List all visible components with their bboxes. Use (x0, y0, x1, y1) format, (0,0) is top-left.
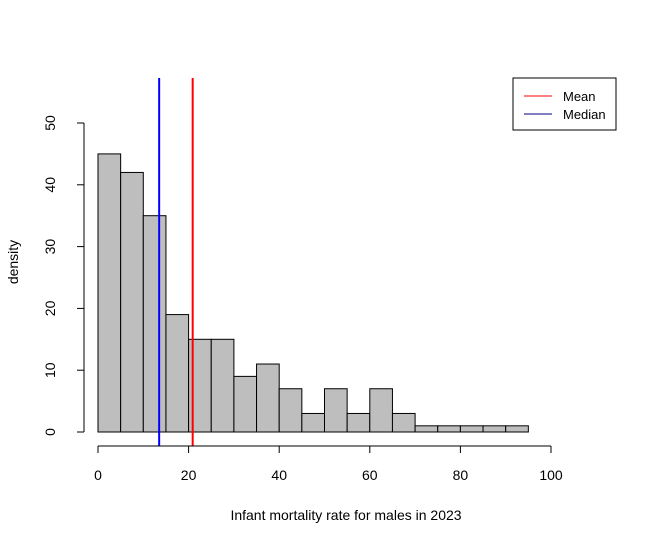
y-axis-label: density (5, 240, 21, 284)
histogram-bar (256, 363, 280, 433)
x-tick-label: 60 (362, 467, 378, 483)
x-tick-label: 0 (94, 467, 102, 483)
y-tick-label: 0 (42, 428, 58, 436)
y-axis: 0 10 20 30 40 50 (42, 115, 85, 436)
histogram-bar (437, 425, 461, 433)
x-tick-label: 40 (271, 467, 287, 483)
legend-box (512, 77, 617, 131)
histogram-bar (210, 338, 235, 433)
x-axis: 0 20 40 60 80 100 (94, 445, 563, 483)
x-axis-label: Infant mortality rate for males in 2023 (230, 507, 461, 523)
legend-median-label: Median (563, 107, 606, 122)
histogram-bar (391, 412, 416, 433)
histogram-bar (120, 171, 144, 433)
histogram-bar (278, 388, 303, 433)
histogram-bar (414, 425, 439, 433)
histogram-bar (482, 425, 507, 433)
histogram-bar (165, 314, 190, 433)
x-tick-label: 100 (539, 467, 563, 483)
histogram-bar (324, 388, 348, 433)
histogram-bar (301, 412, 326, 433)
histogram-bar (346, 412, 371, 433)
y-tick-label: 40 (42, 177, 58, 193)
y-tick-label: 20 (42, 300, 58, 316)
y-tick-label: 30 (42, 239, 58, 255)
x-tick-label: 20 (181, 467, 197, 483)
y-tick-label: 50 (42, 115, 58, 131)
histogram-bar (459, 425, 484, 433)
reference-lines (158, 78, 194, 446)
histogram-bars (97, 153, 529, 433)
histogram-bar (369, 388, 393, 433)
y-tick-label: 10 (42, 362, 58, 378)
legend-mean-label: Mean (563, 89, 596, 104)
legend: Mean Median (512, 77, 617, 131)
histogram-bar (142, 215, 167, 433)
histogram-bar (97, 153, 122, 433)
histogram-bar (505, 425, 529, 433)
x-tick-label: 80 (453, 467, 469, 483)
histogram-bar (233, 375, 258, 433)
